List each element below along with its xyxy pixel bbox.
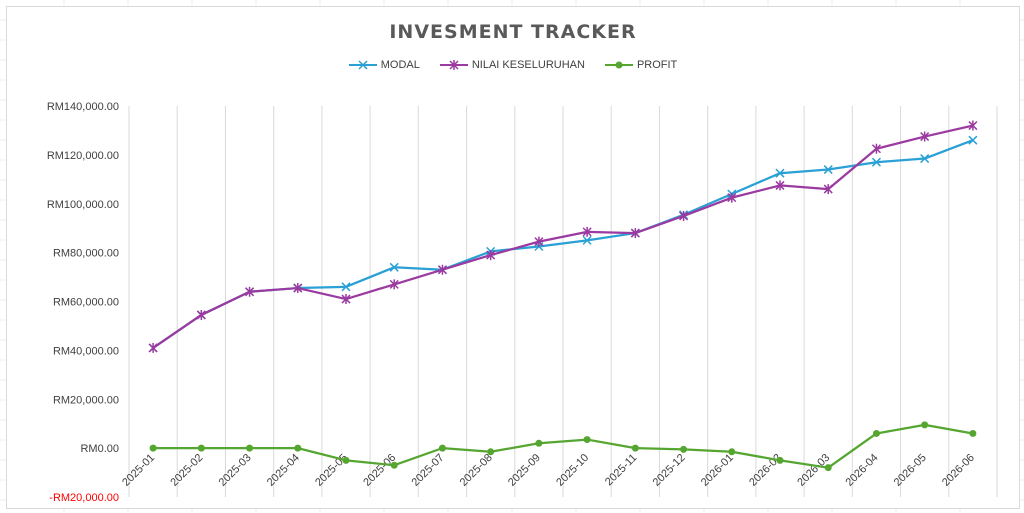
data-point — [583, 436, 591, 444]
data-point — [775, 168, 785, 178]
data-point — [197, 444, 205, 452]
y-tick-label: RM20,000.00 — [53, 394, 119, 406]
data-point — [823, 165, 833, 175]
x-tick-label: 2025-10 — [554, 452, 591, 489]
data-point — [631, 444, 639, 452]
data-point — [293, 283, 303, 294]
data-point — [390, 461, 398, 469]
legend-item-nilai-keseluruhan: NILAI KESELURUHAN — [439, 59, 585, 71]
data-point — [582, 235, 592, 245]
x-tick-label: 2025-12 — [651, 452, 688, 489]
data-point — [921, 421, 929, 429]
x-tick-label: 2026-04 — [844, 452, 881, 489]
data-point — [534, 236, 544, 247]
x-tick-label: 2025-02 — [168, 452, 205, 489]
data-point — [727, 192, 737, 203]
legend-label-nilai-keseluruhan: NILAI KESELURUHAN — [471, 59, 585, 71]
series-line-2 — [153, 423, 974, 469]
x-tick-label: 2026-05 — [892, 452, 929, 489]
data-point — [823, 184, 833, 195]
data-point — [920, 131, 930, 142]
chart-area[interactable]: INVESMENT TRACKER MODAL NILAI KESELURUHA… — [6, 6, 1020, 509]
data-point — [776, 456, 784, 464]
data-point — [824, 464, 832, 472]
y-tick-label: -RM20,000.00 — [49, 492, 119, 504]
legend-label-profit: PROFIT — [636, 59, 678, 71]
data-point — [437, 264, 447, 275]
data-point — [775, 180, 785, 191]
x-tick-label: 2025-08 — [458, 452, 495, 489]
legend-marker-x-icon — [348, 60, 377, 70]
data-point — [871, 157, 881, 167]
legend-label-modal: MODAL — [380, 59, 420, 71]
data-point — [630, 228, 640, 239]
legend: MODAL NILAI KESELURUHAN PROFIT — [7, 59, 1019, 71]
x-tick-label: 2025-04 — [265, 452, 302, 489]
y-tick-label: RM40,000.00 — [53, 345, 119, 357]
y-tick-label: RM80,000.00 — [53, 248, 119, 260]
data-point — [968, 120, 978, 131]
data-point — [294, 444, 302, 452]
data-point — [438, 444, 446, 452]
data-point — [872, 429, 880, 437]
data-point — [246, 444, 254, 452]
data-point — [969, 429, 977, 437]
legend-item-modal: MODAL — [348, 59, 420, 71]
x-tick-label: 2025-06 — [361, 452, 398, 489]
data-point — [245, 286, 255, 297]
y-tick-label: RM60,000.00 — [53, 297, 119, 309]
x-tick-label: 2025-09 — [506, 452, 543, 489]
data-point — [389, 262, 399, 272]
data-point — [968, 135, 978, 145]
data-point — [487, 448, 495, 456]
y-tick-label: RM100,000.00 — [47, 199, 119, 211]
y-tick-label: RM140,000.00 — [47, 101, 119, 113]
data-point — [149, 444, 157, 452]
y-tick-label: RM0.00 — [80, 443, 119, 455]
data-point — [680, 445, 688, 453]
data-point — [535, 439, 543, 447]
legend-item-profit: PROFIT — [604, 59, 678, 71]
data-point — [342, 456, 350, 464]
x-tick-label: 2026-01 — [699, 452, 736, 489]
data-point — [341, 282, 351, 292]
data-point — [920, 154, 930, 164]
chart-title: INVESMENT TRACKER — [389, 21, 637, 43]
plot-area: RM140,000.00 RM120,000.00 RM100,000.00 RM80… — [47, 101, 998, 504]
data-point — [148, 342, 158, 353]
x-tick-label: 2025-03 — [217, 452, 254, 489]
data-point — [582, 226, 592, 237]
data-point — [196, 309, 206, 320]
x-tick-label: 2026-06 — [940, 452, 977, 489]
data-point — [486, 250, 496, 261]
legend-marker-star-icon — [439, 60, 468, 70]
legend-marker-circle-icon — [604, 61, 633, 69]
x-tick-label: 2025-01 — [120, 452, 157, 489]
data-point — [728, 448, 736, 456]
x-tick-label: 2025-11 — [603, 452, 639, 488]
data-point — [871, 143, 881, 154]
series-line-1 — [152, 124, 974, 349]
data-point — [389, 279, 399, 290]
y-tick-label: RM120,000.00 — [47, 150, 119, 162]
data-point — [341, 294, 351, 305]
data-point — [679, 210, 689, 221]
